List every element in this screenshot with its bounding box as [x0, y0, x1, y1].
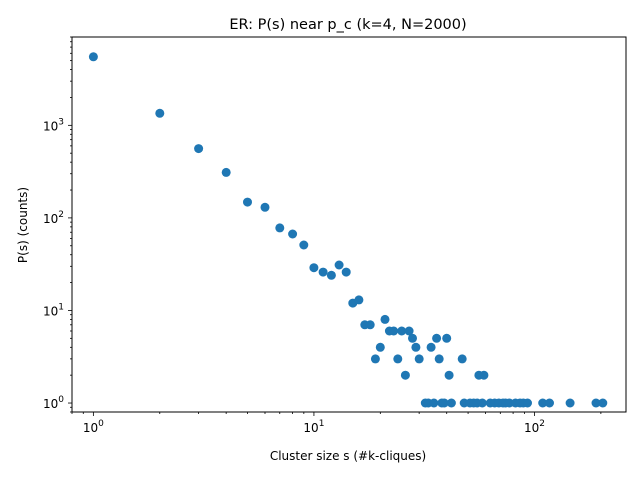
data-point [457, 354, 467, 364]
data-point [591, 398, 601, 408]
data-point [243, 197, 252, 207]
data-point [341, 267, 351, 277]
data-point [446, 398, 456, 408]
x-tick-label: 101 [303, 419, 324, 435]
data-point [260, 202, 270, 212]
data-point [434, 354, 444, 364]
data-point [523, 398, 532, 408]
data-point [400, 370, 410, 380]
data-point [444, 370, 454, 380]
data-point [309, 263, 319, 273]
data-point [408, 333, 417, 343]
data-point [275, 223, 285, 233]
y-tick-label: 101 [43, 302, 64, 318]
data-point [545, 398, 554, 408]
data-point [375, 342, 385, 352]
data-point [565, 398, 575, 408]
data-point [432, 333, 442, 343]
x-tick-label: 102 [524, 419, 545, 435]
data-point [598, 398, 608, 408]
x-axis-ticks: 100 101 102 [71, 412, 602, 435]
data-point [155, 108, 165, 118]
data-point [326, 270, 336, 280]
data-point [365, 320, 375, 330]
data-point [426, 342, 436, 352]
data-point [334, 260, 344, 270]
data-point [318, 267, 328, 277]
y-tick-label: 100 [43, 395, 64, 411]
data-point [393, 354, 403, 364]
data-point [88, 52, 98, 62]
data-point [397, 326, 407, 336]
plot-frame [71, 36, 627, 413]
data-point [389, 326, 399, 336]
data-point [479, 370, 489, 380]
y-tick-label: 102 [43, 210, 64, 226]
x-axis-title: Cluster size s (#k-cliques) [270, 449, 426, 463]
data-point [370, 354, 380, 364]
data-point [439, 398, 449, 408]
data-point [380, 314, 390, 324]
x-tick-label: 100 [83, 419, 104, 435]
data-point [221, 167, 231, 177]
data-point [299, 240, 309, 250]
data-points [88, 52, 608, 408]
y-tick-label: 103 [43, 117, 64, 133]
data-point [288, 229, 298, 239]
y-axis-title: P(s) (counts) [16, 187, 30, 263]
chart-title: ER: P(s) near p_c (k=4, N=2000) [229, 17, 466, 33]
data-point [429, 398, 439, 408]
data-point [442, 333, 452, 343]
data-point [538, 398, 548, 408]
data-point [194, 144, 204, 154]
data-point [414, 354, 424, 364]
data-point [404, 326, 414, 336]
data-point [477, 398, 487, 408]
data-point [411, 342, 421, 352]
data-point [354, 295, 364, 305]
